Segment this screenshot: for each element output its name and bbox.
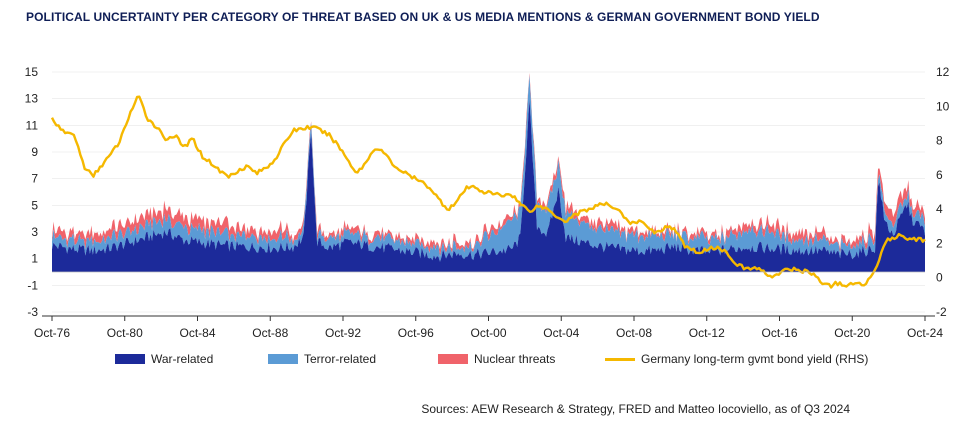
x-tick-label: Oct-92 bbox=[325, 326, 361, 340]
y-left-tick-label: 5 bbox=[31, 198, 38, 212]
y-axis-right-labels: 12 10 8 6 4 2 0 -2 bbox=[936, 65, 950, 319]
legend-swatch-nuclear bbox=[438, 354, 468, 364]
x-tick-label: Oct-24 bbox=[907, 326, 943, 340]
legend-item-nuclear: Nuclear threats bbox=[438, 352, 555, 366]
x-tick-label: Oct-12 bbox=[689, 326, 725, 340]
y-left-tick-label: 7 bbox=[31, 172, 38, 186]
legend: War-related Terror-related Nuclear threa… bbox=[0, 352, 980, 372]
y-right-tick-label: 10 bbox=[936, 99, 950, 113]
axes bbox=[42, 271, 935, 321]
x-tick-label: Oct-96 bbox=[398, 326, 434, 340]
x-tick-label: Oct-04 bbox=[543, 326, 579, 340]
x-axis-labels: Oct-76 Oct-80 Oct-84 Oct-88 Oct-92 Oct-96 Oct-… bbox=[34, 326, 943, 340]
y-right-tick-label: 4 bbox=[936, 202, 943, 216]
stacked-areas bbox=[52, 73, 925, 272]
y-left-tick-label: 1 bbox=[31, 252, 38, 266]
y-left-tick-label: 9 bbox=[31, 145, 38, 159]
x-tick-label: Oct-76 bbox=[34, 326, 70, 340]
legend-item-war: War-related bbox=[115, 352, 213, 366]
x-tick-label: Oct-20 bbox=[834, 326, 870, 340]
chart-svg: 15 13 11 9 7 5 3 1 -1 -3 12 10 8 6 4 2 0 -2 Oct-76 Oct-80… bbox=[25, 65, 950, 340]
area-terror-related bbox=[52, 75, 925, 262]
y-left-tick-label: 13 bbox=[25, 92, 39, 106]
y-right-tick-label: 12 bbox=[936, 65, 950, 79]
area-war-related bbox=[52, 99, 925, 272]
y-right-tick-label: 2 bbox=[936, 236, 943, 250]
x-tick-label: Oct-16 bbox=[761, 326, 797, 340]
y-left-tick-label: -3 bbox=[27, 305, 38, 319]
y-right-tick-label: 6 bbox=[936, 168, 943, 182]
chart-title: POLITICAL UNCERTAINTY PER CATEGORY OF TH… bbox=[26, 10, 820, 24]
legend-swatch-war bbox=[115, 354, 145, 364]
y-right-tick-label: -2 bbox=[936, 305, 947, 319]
source-note: Sources: AEW Research & Strategy, FRED a… bbox=[421, 402, 850, 416]
line-germany-bond-yield bbox=[50, 95, 926, 289]
legend-label-terror: Terror-related bbox=[304, 352, 377, 366]
line-series bbox=[50, 95, 926, 289]
legend-swatch-yield bbox=[605, 357, 635, 361]
legend-label-nuclear: Nuclear threats bbox=[474, 352, 556, 366]
y-axis-left-labels: 15 13 11 9 7 5 3 1 -1 -3 bbox=[25, 65, 39, 319]
legend-item-terror: Terror-related bbox=[268, 352, 376, 366]
legend-item-yield: Germany long-term gvmt bond yield (RHS) bbox=[605, 352, 868, 366]
y-left-tick-label: 11 bbox=[26, 118, 39, 132]
y-left-tick-label: -1 bbox=[27, 278, 38, 292]
x-tick-label: Oct-00 bbox=[470, 326, 506, 340]
y-left-tick-label: 3 bbox=[31, 225, 38, 239]
x-tick-label: Oct-88 bbox=[252, 326, 288, 340]
y-right-tick-label: 0 bbox=[936, 271, 943, 285]
legend-label-yield: Germany long-term gvmt bond yield (RHS) bbox=[641, 352, 869, 366]
legend-swatch-terror bbox=[268, 354, 298, 364]
y-left-tick-label: 15 bbox=[25, 65, 39, 79]
x-tick-label: Oct-84 bbox=[179, 326, 215, 340]
x-tick-label: Oct-08 bbox=[616, 326, 652, 340]
x-tick-label: Oct-80 bbox=[107, 326, 143, 340]
legend-label-war: War-related bbox=[151, 352, 214, 366]
y-right-tick-label: 8 bbox=[936, 134, 943, 148]
